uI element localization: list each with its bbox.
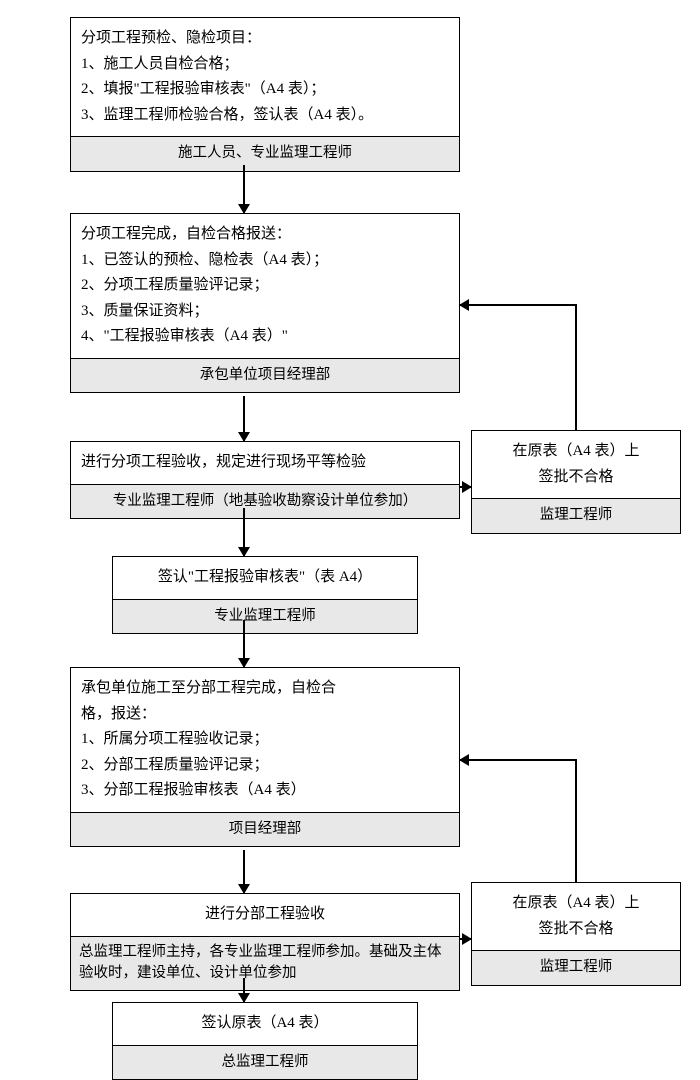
node2-content: 分项工程完成，自检合格报送： 1、已签认的预检、隐检表（A4 表）； 2、分项工… <box>71 214 459 358</box>
text-line: 进行分项工程验收，规定进行现场平等检验 <box>81 450 449 476</box>
text-line: 3、分部工程报验审核表（A4 表） <box>81 778 449 804</box>
text-line: 进行分部工程验收 <box>81 902 449 928</box>
text-line: 1、施工人员自检合格； <box>81 52 449 78</box>
text-line: 签批不合格 <box>482 917 670 943</box>
flow-node-5: 承包单位施工至分部工程完成，自检合 格，报送： 1、所属分项工程验收记录； 2、… <box>70 667 460 847</box>
text-line: 签认"工程报验审核表"（表 A4） <box>123 565 407 591</box>
arrow-down-icon <box>243 850 245 893</box>
arrow-down-icon <box>243 620 245 667</box>
node3-footer: 专业监理工程师（地基验收勘察设计单位参加） <box>71 484 459 519</box>
r1-footer: 监理工程师 <box>472 498 680 533</box>
text-line: 2、分部工程质量验评记录； <box>81 753 449 779</box>
node6-footer: 总监理工程师主持，各专业监理工程师参加。基础及主体验收时，建设单位、设计单位参加 <box>71 936 459 991</box>
node5-footer: 项目经理部 <box>71 812 459 847</box>
text-line: 承包单位施工至分部工程完成，自检合 <box>81 676 449 702</box>
text-line: 3、监理工程师检验合格，签认表（A4 表）。 <box>81 103 449 129</box>
node1-footer: 施工人员、专业监理工程师 <box>71 136 459 171</box>
text-line: 2、分项工程质量验评记录； <box>81 273 449 299</box>
flow-node-3: 进行分项工程验收，规定进行现场平等检验 专业监理工程师（地基验收勘察设计单位参加… <box>70 441 460 519</box>
text-line: 签认原表（A4 表） <box>123 1011 407 1037</box>
node6-content: 进行分部工程验收 <box>71 894 459 936</box>
node7-content: 签认原表（A4 表） <box>113 1003 417 1045</box>
text-line: 4、"工程报验审核表（A4 表）" <box>81 324 449 350</box>
text-line: 1、已签认的预检、隐检表（A4 表）； <box>81 248 449 274</box>
r2-footer: 监理工程师 <box>472 950 680 985</box>
flow-node-1: 分项工程预检、隐检项目： 1、施工人员自检合格； 2、填报"工程报验审核表"（A… <box>70 17 460 172</box>
node5-content: 承包单位施工至分部工程完成，自检合 格，报送： 1、所属分项工程验收记录； 2、… <box>71 668 459 812</box>
flow-node-reject-2: 在原表（A4 表）上 签批不合格 监理工程师 <box>471 882 681 986</box>
arrow-down-icon <box>243 508 245 556</box>
arrow-right-icon <box>460 938 471 940</box>
node1-content: 分项工程预检、隐检项目： 1、施工人员自检合格； 2、填报"工程报验审核表"（A… <box>71 18 459 136</box>
arrow-segment <box>575 304 577 430</box>
node4-footer: 专业监理工程师 <box>113 599 417 634</box>
text-line: 分项工程预检、隐检项目： <box>81 26 449 52</box>
flow-node-2: 分项工程完成，自检合格报送： 1、已签认的预检、隐检表（A4 表）； 2、分项工… <box>70 213 460 393</box>
node4-content: 签认"工程报验审核表"（表 A4） <box>113 557 417 599</box>
text-line: 格，报送： <box>81 702 449 728</box>
text-line: 3、质量保证资料； <box>81 299 449 325</box>
text-line: 签批不合格 <box>482 465 670 491</box>
arrow-down-icon <box>243 396 245 441</box>
arrow-down-icon <box>243 978 245 1002</box>
arrow-left-icon <box>460 759 577 761</box>
r1-content: 在原表（A4 表）上 签批不合格 <box>472 431 680 498</box>
node2-footer: 承包单位项目经理部 <box>71 358 459 393</box>
text-line: 分项工程完成，自检合格报送： <box>81 222 449 248</box>
flow-node-reject-1: 在原表（A4 表）上 签批不合格 监理工程师 <box>471 430 681 534</box>
arrow-down-icon <box>243 165 245 213</box>
text-line: 2、填报"工程报验审核表"（A4 表）； <box>81 77 449 103</box>
arrow-right-icon <box>460 486 471 488</box>
flow-node-7: 签认原表（A4 表） 总监理工程师 <box>112 1002 418 1080</box>
node3-content: 进行分项工程验收，规定进行现场平等检验 <box>71 442 459 484</box>
text-line: 1、所属分项工程验收记录； <box>81 727 449 753</box>
arrow-left-icon <box>460 304 577 306</box>
text-line: 在原表（A4 表）上 <box>482 891 670 917</box>
r2-content: 在原表（A4 表）上 签批不合格 <box>472 883 680 950</box>
arrow-segment <box>575 759 577 882</box>
flow-node-4: 签认"工程报验审核表"（表 A4） 专业监理工程师 <box>112 556 418 634</box>
text-line: 在原表（A4 表）上 <box>482 439 670 465</box>
flow-node-6: 进行分部工程验收 总监理工程师主持，各专业监理工程师参加。基础及主体验收时，建设… <box>70 893 460 991</box>
